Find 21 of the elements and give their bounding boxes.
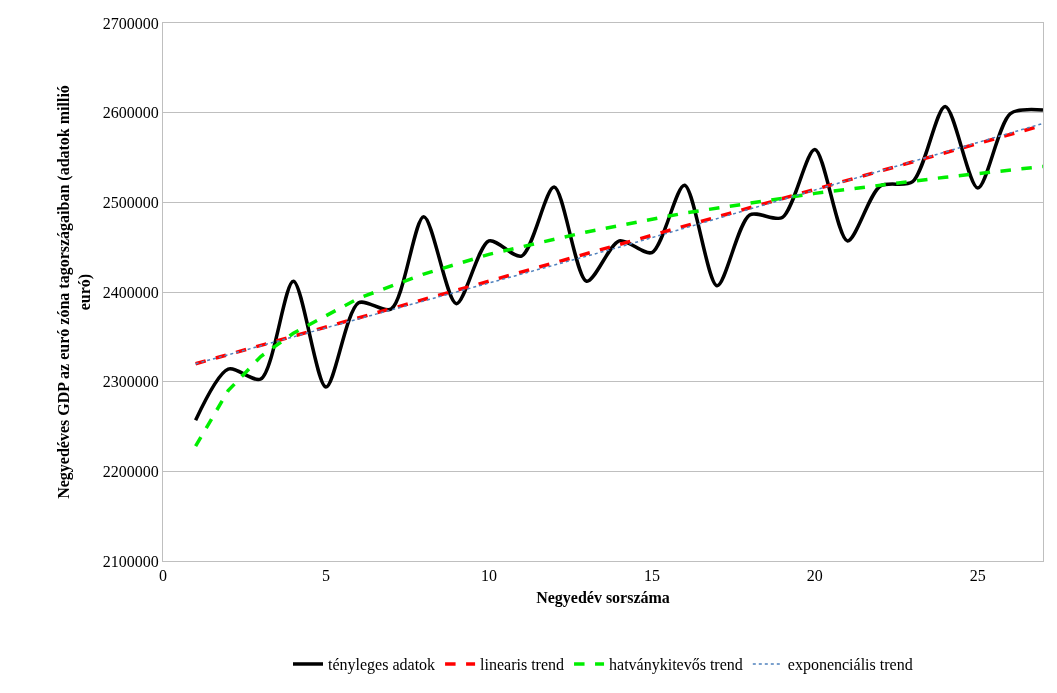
x-axis-title: Negyedév sorszáma — [536, 588, 670, 607]
y-tick-label: 2200000 — [102, 462, 159, 480]
legend-label: tényleges adatok — [328, 656, 436, 675]
x-tick-label: 25 — [969, 567, 986, 585]
y-tick-label: 2700000 — [102, 14, 159, 32]
legend-label: hatványkitevős trend — [609, 656, 743, 675]
y-tick-label: 2600000 — [102, 104, 159, 122]
y-tick-label: 2100000 — [102, 552, 159, 570]
y-tick-label: 2300000 — [102, 373, 159, 391]
y-tick-label: 2500000 — [102, 193, 159, 211]
line-series — [193, 164, 1043, 448]
x-tick-label: 20 — [806, 567, 823, 585]
y-axis-title: Negyedéves GDP az euró zóna tagországaiban (adatok millió euró) — [54, 85, 94, 499]
x-tick-label: 0 — [159, 567, 167, 585]
y-tick-label: 2400000 — [102, 283, 159, 301]
x-tick-label: 15 — [643, 567, 660, 585]
line-series — [193, 104, 1043, 422]
legend-label: linearis trend — [480, 656, 565, 674]
legend-label: exponenciális trend — [787, 656, 913, 675]
x-tick-label: 10 — [480, 567, 497, 585]
x-tick-label: 5 — [321, 567, 330, 585]
